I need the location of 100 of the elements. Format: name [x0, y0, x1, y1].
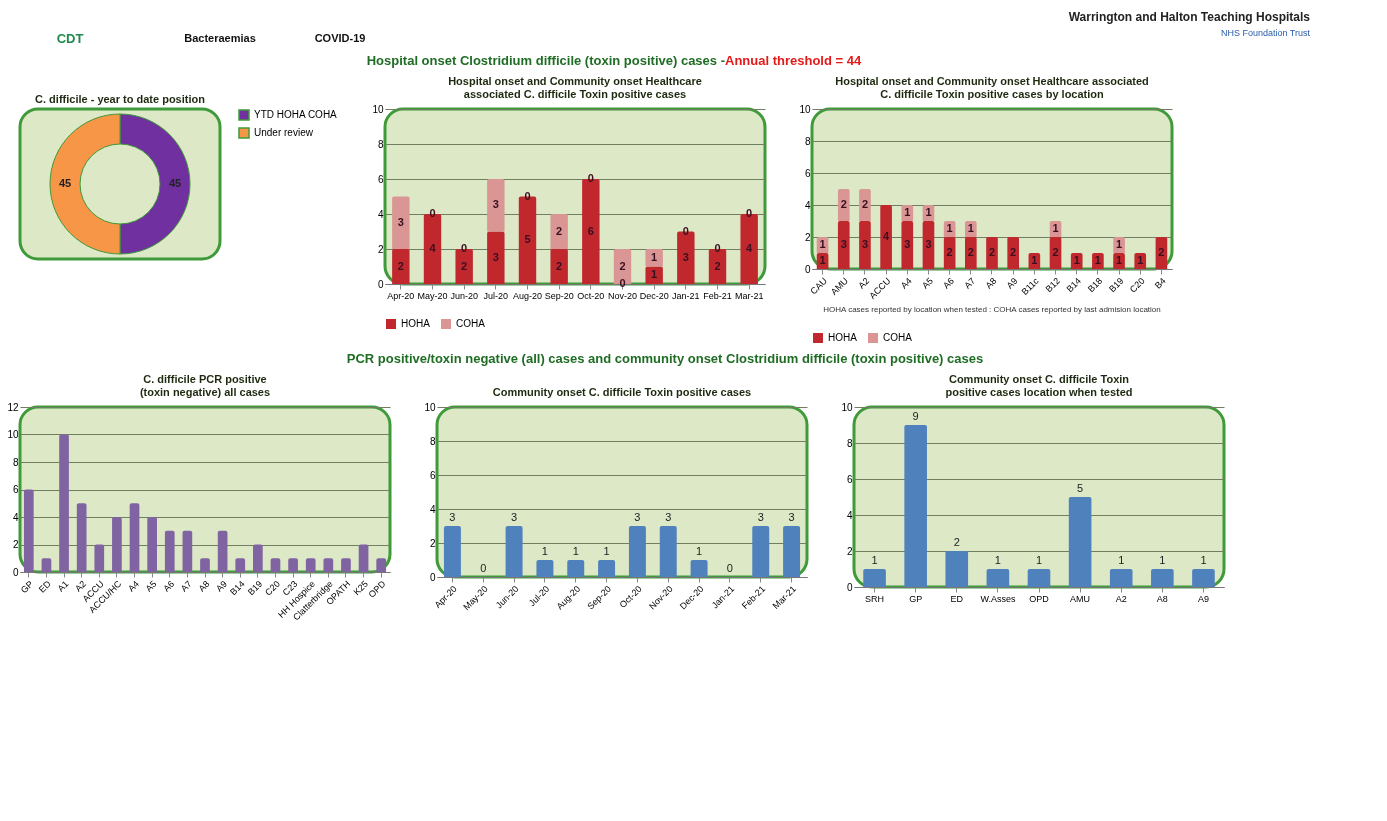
x-tick-label: Apr-20 [387, 290, 415, 301]
data-label: 3 [397, 215, 404, 228]
x-tick-label: Mar-21 [734, 290, 764, 301]
y-tick-label: 8 [846, 437, 853, 449]
bar [986, 237, 998, 269]
text: HOHA cases reported by location when tested : COHA cases reported by last admision location [823, 305, 1161, 314]
x-tick-label: A9 [1197, 593, 1209, 604]
y-tick-label: 10 [841, 401, 853, 413]
legend-label: YTD HOHA COHA [254, 109, 338, 120]
bar [1068, 497, 1092, 587]
x-tick-label: A2 [1115, 593, 1127, 604]
legend-label: HOHA [401, 318, 431, 329]
data-label: 1 [1137, 254, 1144, 266]
x-tick-label: AMU [1070, 593, 1091, 604]
data-label: 3 [492, 250, 499, 263]
bar [1007, 237, 1019, 269]
data-label: 1 [1200, 554, 1207, 566]
data-label: 45 [58, 177, 72, 189]
chart-title: Hospital onset and Community onset Healthcare associated C. difficile Toxin positive cases by location [835, 75, 1149, 100]
x-tick-label: A8 [983, 275, 999, 291]
y-tick-label: 4 [12, 511, 19, 523]
bar [859, 189, 871, 221]
chart-title: Community onset C. difficile Toxin positive cases location when tested [945, 373, 1133, 398]
x-tick-label: A7 [178, 578, 194, 594]
bar [59, 434, 69, 572]
x-tick-label: SRH [865, 593, 885, 604]
y-tick-label: 0 [846, 581, 853, 593]
data-label: 2 [967, 246, 974, 258]
data-label: 3 [840, 238, 847, 250]
bar [863, 569, 886, 587]
data-label: 3 [904, 238, 911, 250]
bar [164, 530, 175, 572]
bar [901, 221, 914, 269]
data-label: 2 [1052, 246, 1059, 258]
data-label: 2 [556, 224, 563, 237]
text: CDT [56, 31, 84, 46]
text: Annual threshold = 44 [725, 53, 862, 68]
data-label: 1 [1031, 254, 1038, 266]
bar [305, 558, 316, 572]
bar [341, 558, 351, 572]
data-label: 45 [168, 177, 182, 189]
y-tick-label: 0 [12, 566, 19, 578]
y-tick-label: 10 [7, 429, 19, 440]
data-label: 2 [988, 246, 996, 258]
data-label: 0 [619, 277, 626, 289]
data-label: 1 [819, 254, 826, 266]
x-tick-label: A6 [161, 578, 177, 594]
x-tick-label: C20 [1127, 275, 1147, 295]
x-tick-label: May-20 [417, 290, 448, 301]
bar [182, 530, 193, 572]
bar [358, 544, 369, 572]
legend-label: COHA [883, 332, 913, 343]
data-label: 1 [904, 206, 911, 218]
x-tick-label: A9 [214, 578, 229, 594]
x-tick-label: Jun-20 [450, 290, 478, 301]
bar [1151, 569, 1174, 587]
data-label: 2 [1010, 246, 1017, 258]
y-tick-label: 4 [804, 199, 811, 211]
x-tick-label: OPD [1029, 593, 1050, 604]
data-label: 4 [883, 230, 891, 242]
y-tick-label: 6 [429, 469, 436, 481]
data-label: 5 [524, 233, 531, 246]
bar [94, 544, 105, 572]
bar [323, 558, 334, 572]
x-tick-label: A7 [962, 275, 978, 291]
x-tick-label: B19 [245, 578, 265, 598]
data-label: 3 [925, 238, 932, 250]
text: Hospital onset Clostridium difficile (toxin positive) cases - [366, 53, 725, 68]
y-tick-label: 0 [377, 278, 384, 290]
data-label: 1 [819, 238, 826, 250]
y-tick-label: 8 [377, 138, 384, 150]
bar [76, 503, 87, 572]
text: Warrington and Halton Teaching Hospitals [1068, 10, 1311, 24]
bar [965, 237, 977, 269]
data-label: 2 [397, 259, 404, 272]
bar [392, 196, 410, 249]
y-tick-label: 4 [846, 509, 853, 521]
x-tick-label: GP [909, 593, 923, 604]
x-tick-label: B19 [1107, 275, 1126, 295]
bar [129, 503, 140, 572]
y-tick-label: 6 [377, 173, 384, 185]
x-tick-label: A6 [941, 275, 957, 291]
data-label: 1 [651, 250, 658, 263]
bar [200, 558, 210, 572]
data-label: 1 [1116, 254, 1123, 266]
data-label: 3 [682, 250, 689, 263]
data-label: 1 [603, 545, 610, 557]
data-label: 1 [946, 222, 953, 234]
data-label: 1 [994, 554, 1001, 566]
x-tick-label: Jan-21 [672, 290, 700, 301]
x-tick-label: ED [950, 593, 964, 604]
data-label: 1 [1035, 554, 1043, 566]
x-tick-label: B18 [1085, 275, 1105, 295]
x-tick-label: A4 [126, 578, 141, 594]
y-tick-label: 8 [429, 435, 436, 447]
bar [837, 221, 850, 269]
bar [645, 249, 663, 267]
data-label: 3 [757, 511, 764, 523]
y-tick-label: 0 [804, 263, 811, 275]
data-label: 2 [946, 246, 953, 258]
